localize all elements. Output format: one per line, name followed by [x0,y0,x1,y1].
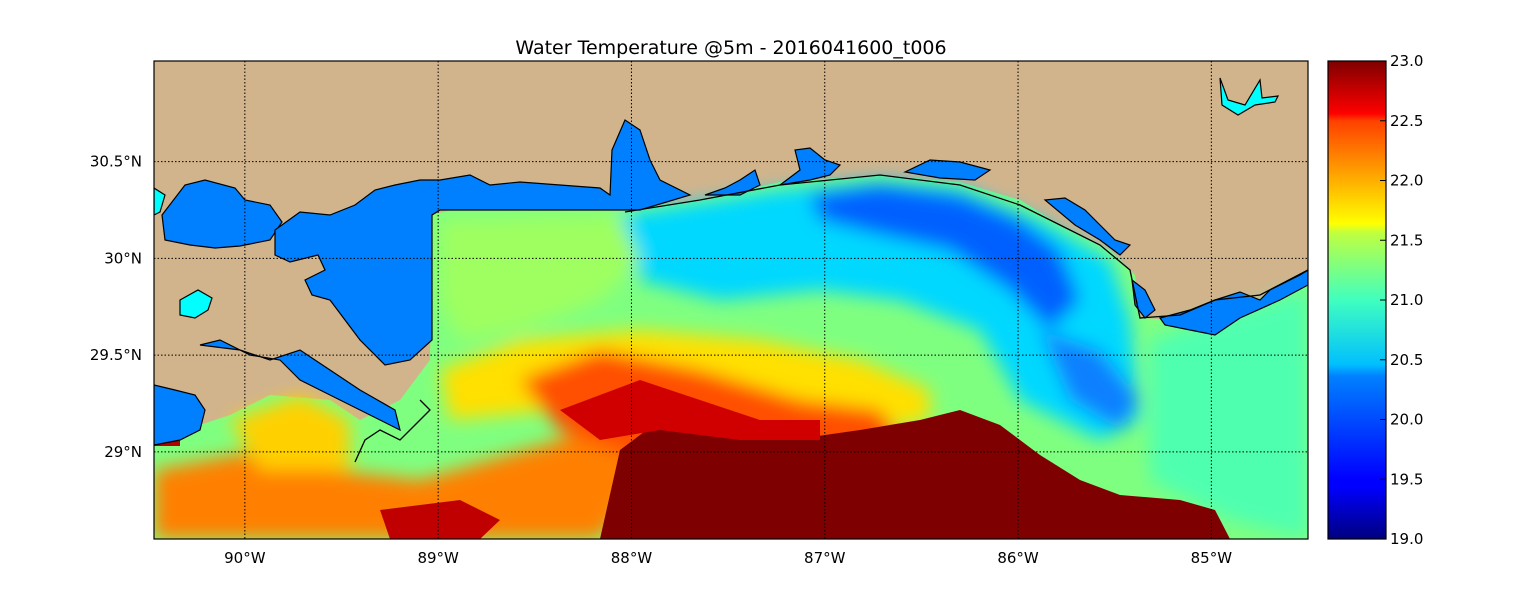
lake-pontchartrain [161,179,283,249]
x-tick-label: 88°W [611,549,653,567]
eastern-bay [1159,269,1308,336]
y-tick-label: 29.5°N [90,346,142,364]
lake-borgne-and-sound [274,119,692,366]
colorbar-tick-label: 21.5 [1390,231,1423,249]
y-tick-label: 29°N [104,443,142,461]
colorbar-tick-label: 23.0 [1390,52,1423,70]
sea-temperature-field [154,175,1308,539]
inland-water [154,77,1308,446]
gridlines [154,61,1308,539]
map-title: Water Temperature @5m - 2016041600_t006 [515,37,946,59]
colorbar-tick-label: 22.0 [1390,172,1423,190]
lake-seminole [1219,77,1280,116]
colorbar-tick-label: 22.5 [1390,112,1423,130]
mobile-bay-branch [704,169,761,196]
x-tick-label: 85°W [1191,549,1233,567]
map-body [154,61,1308,539]
colorbar-tick-label: 20.5 [1390,351,1423,369]
western-green [440,215,640,340]
hot-pool [600,410,1230,539]
colorbar-tick-label: 19.0 [1390,530,1423,548]
colorbar-tick-label: 20.0 [1390,411,1423,429]
coastal-lobe-warm [230,395,350,470]
st-andrews-bay [1043,197,1132,256]
coastline [354,174,1308,463]
x-tick-labels: 90°W 89°W 88°W 87°W 86°W 85°W [224,549,1232,567]
small-lake [179,289,213,319]
hot-pool-edge [560,380,820,440]
coastline-gulf [624,174,1308,319]
x-tick-label: 89°W [417,549,459,567]
colorbar-tick-label: 19.5 [1390,470,1423,488]
coastline-delta [354,399,431,463]
y-tick-labels: 30.5°N 30°N 29.5°N 29°N [90,153,142,461]
cold-core [810,185,1080,330]
colorbar-tick-label: 21.0 [1390,291,1423,309]
lake-maurepas-edge [154,187,166,216]
x-tick-label: 86°W [997,549,1039,567]
colorbar-ticks: 23.0 22.5 22.0 21.5 21.0 20.5 20.0 19.5 19.0 [1380,52,1423,548]
colorbar: 23.0 22.5 22.0 21.5 21.0 20.5 20.0 19.5 19.0 [1327,52,1423,548]
x-tick-label: 87°W [804,549,846,567]
southwest-warm [154,400,660,539]
colorbar-gradient [1328,61,1386,539]
map-frame [153,60,1309,540]
y-tick-label: 30°N [104,249,142,267]
southwest-hot [380,500,500,539]
choctawhatchee-bay [903,159,992,181]
x-tick-label: 90°W [224,549,266,567]
eastern-shelf-green [1150,290,1308,539]
terrebonne-area [154,384,206,446]
y-tick-label: 30.5°N [90,153,142,171]
